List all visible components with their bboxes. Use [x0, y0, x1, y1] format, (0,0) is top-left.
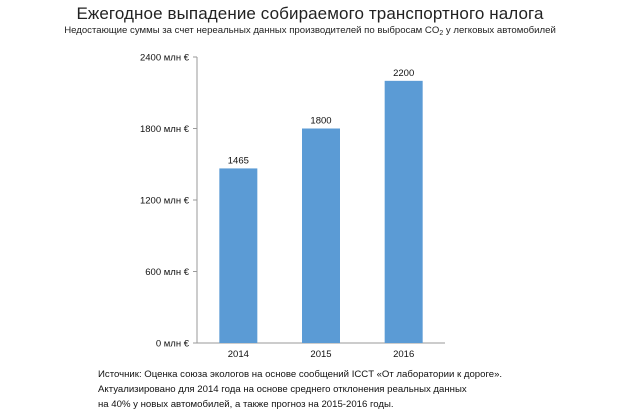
chart-title: Ежегодное выпадение собираемого транспор…: [76, 4, 544, 23]
bar-chart: 0 млн € 600 млн € 1200 млн € 1800 млн € 2400…: [140, 53, 445, 360]
subtitle-text-end: у легковых автомобилей: [443, 25, 556, 36]
y-tick-label: 2400 млн €: [140, 53, 190, 64]
source-note: Источник: Оценка союза экологов на основ…: [98, 367, 578, 412]
chart-subtitle: Недостающие суммы за счет нереальных дан…: [0, 25, 620, 37]
data-label: 2200: [393, 68, 414, 79]
subtitle-text: Недостающие суммы за счет нереальных дан…: [64, 25, 440, 36]
y-tick-label: 1200 млн €: [140, 196, 190, 207]
bar: [302, 128, 340, 343]
x-tick-label: 2015: [310, 349, 331, 360]
bar: [384, 80, 423, 343]
source-line-3: на 40% у новых автомобилей, а также прог…: [98, 399, 394, 410]
source-line-1: Источник: Оценка союза экологов на основ…: [98, 369, 503, 380]
data-label: 1800: [310, 116, 331, 127]
source-line-2: Актуализировано для 2014 года на основе …: [98, 384, 467, 395]
bar: [219, 168, 258, 343]
y-tick-label: 1800 млн €: [140, 124, 190, 135]
data-label: 1465: [228, 155, 249, 166]
subtitle-subscript: 2: [439, 30, 444, 37]
y-tick-label: 0 млн €: [156, 339, 190, 350]
x-tick-label: 2016: [393, 349, 414, 360]
y-tick-label: 600 млн €: [145, 267, 189, 278]
x-tick-label: 2014: [228, 349, 249, 360]
